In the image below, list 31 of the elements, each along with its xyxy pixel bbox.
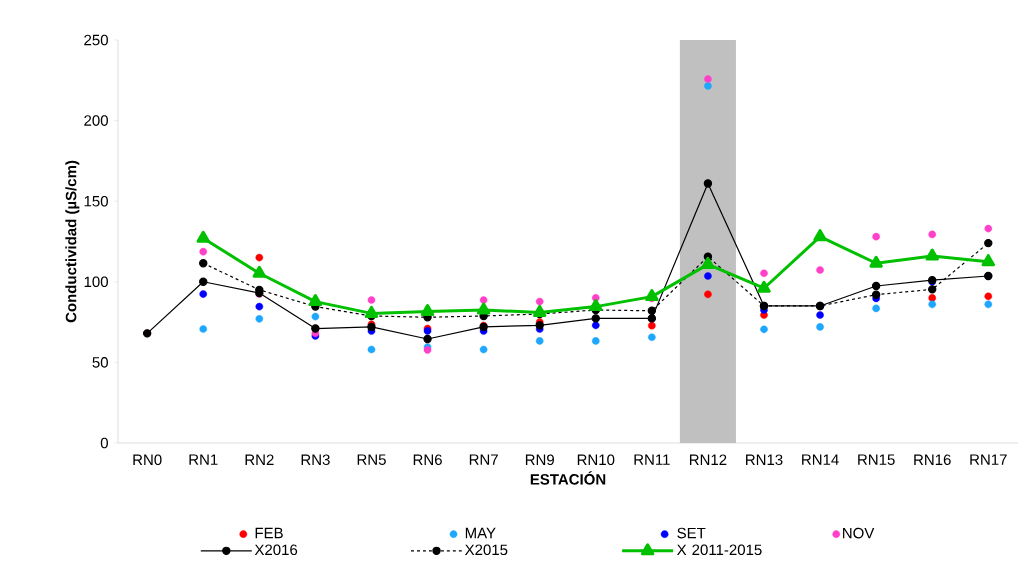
x-tick-label: RN0 [133, 454, 162, 466]
y-axis-title: Conductividad (µS/cm) [65, 160, 80, 323]
y-tick-label: 250 [84, 34, 108, 46]
y-tick-label: 200 [84, 115, 108, 126]
y-tick-label: 150 [84, 195, 108, 207]
x-tick-label: RN11 [634, 454, 670, 465]
x-tick-label: RN1 [189, 454, 218, 465]
x-tick-label: RN7 [469, 454, 498, 465]
legend-label: MAY [465, 527, 496, 539]
y-tick-label: 0 [100, 437, 108, 449]
x-tick-label: RN14 [802, 454, 839, 465]
x-tick-label: RN17 [970, 454, 1007, 465]
x-tick-label: RN10 [577, 454, 615, 466]
x-axis-title: ESTACIÓN [530, 471, 606, 485]
legend-label: X2015 [464, 544, 508, 556]
x-tick-label: RN12 [689, 454, 727, 465]
x-tick-label: RN15 [858, 454, 895, 465]
x-tick-label: RN5 [357, 454, 386, 465]
x-tick-label: RN6 [413, 454, 442, 466]
x-tick-label: RN16 [914, 454, 951, 466]
x-tick-label: RN2 [245, 454, 274, 465]
y-tick-label: 50 [92, 357, 108, 368]
x-tick-label: RN13 [746, 454, 783, 466]
legend-label: FEB [255, 527, 283, 539]
y-tick-label: 100 [84, 276, 108, 288]
x-tick-label: RN9 [525, 454, 554, 466]
legend-label: X 2011-2015 [676, 544, 762, 556]
x-tick-label: RN3 [301, 454, 330, 466]
legend-label: NOV [843, 527, 875, 539]
legend-label: X2016 [254, 544, 298, 556]
legend-label: SET [677, 527, 706, 539]
